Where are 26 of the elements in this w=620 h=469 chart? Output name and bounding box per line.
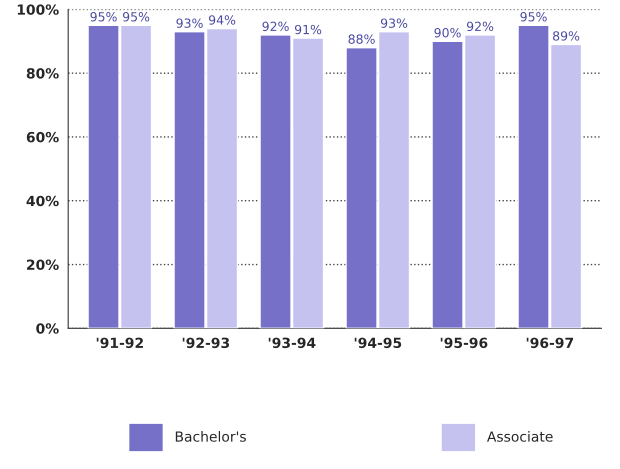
- x-tick-label: '93-94: [268, 338, 316, 348]
- data-label: 92%: [466, 22, 494, 32]
- data-label: 94%: [208, 15, 236, 25]
- x-tick-label: '92-93: [182, 338, 230, 348]
- data-label: 90%: [434, 28, 461, 38]
- data-label: 93%: [380, 18, 408, 28]
- data-label: 91%: [294, 24, 322, 34]
- data-label: 93%: [176, 18, 203, 28]
- data-label: 95%: [90, 12, 117, 22]
- y-tick-label: 60%: [26, 132, 59, 142]
- data-label: 88%: [348, 34, 375, 44]
- data-label: 89%: [553, 31, 580, 41]
- data-label: 95%: [520, 12, 547, 22]
- y-tick-label: 20%: [27, 259, 59, 270]
- x-tick-label: '91-92: [96, 338, 143, 348]
- legend-label: Bachelor's: [176, 431, 246, 442]
- x-tick-label: '94-95: [354, 338, 402, 348]
- y-tick-label: 40%: [26, 196, 59, 206]
- y-tick-label: 80%: [26, 68, 59, 79]
- x-tick-label: '95-96: [440, 338, 488, 348]
- x-tick-label: '96-97: [526, 338, 574, 348]
- y-tick-label: 0%: [36, 323, 59, 334]
- data-label: 92%: [262, 22, 289, 32]
- data-label: 95%: [122, 12, 150, 22]
- y-tick-label: 100%: [18, 4, 59, 15]
- legend-label: Associate: [487, 431, 553, 442]
